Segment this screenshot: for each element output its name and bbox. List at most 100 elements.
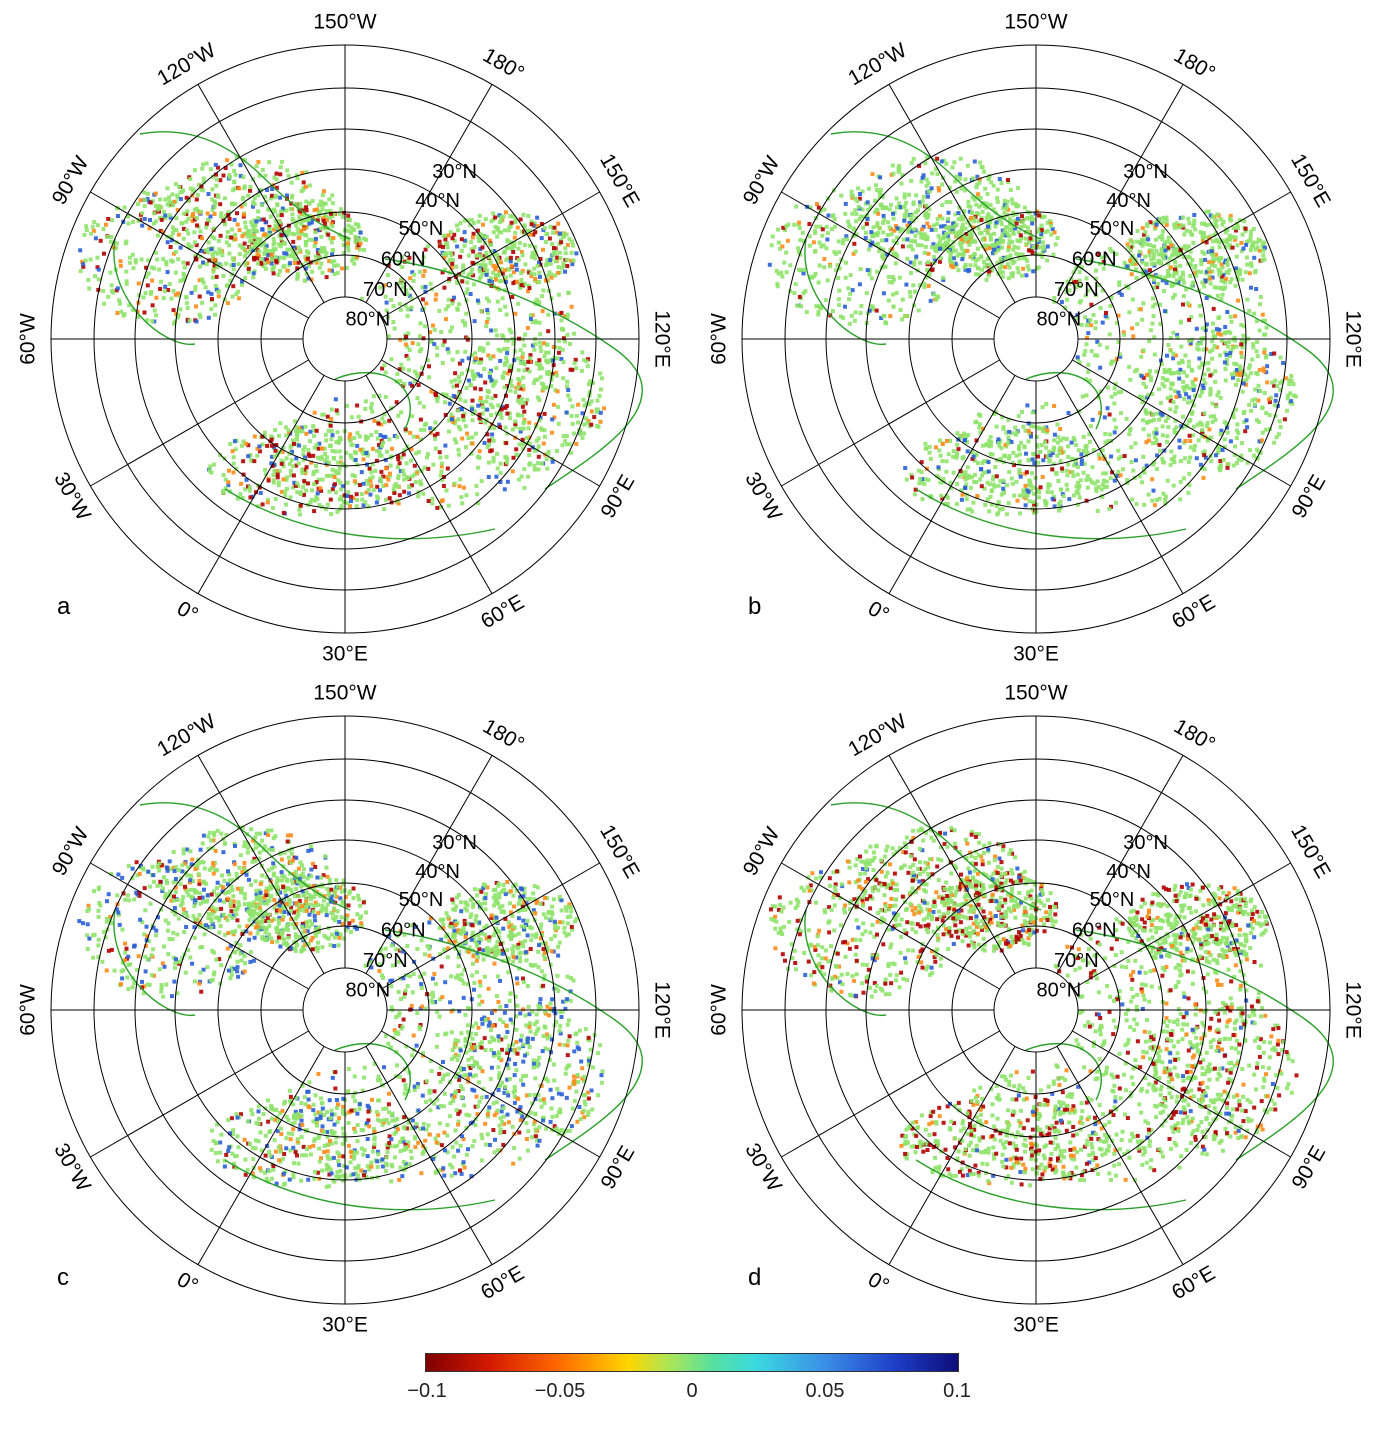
data-cell bbox=[330, 433, 335, 438]
data-cell bbox=[1135, 229, 1140, 233]
data-cell bbox=[578, 431, 583, 436]
data-cell bbox=[203, 285, 208, 290]
data-cell bbox=[306, 481, 310, 486]
data-cell bbox=[894, 196, 899, 201]
data-cell bbox=[1225, 422, 1230, 427]
data-cell bbox=[186, 231, 191, 236]
data-cell bbox=[441, 484, 446, 488]
data-cell bbox=[124, 239, 129, 244]
data-cell bbox=[532, 347, 537, 352]
data-cell bbox=[428, 281, 433, 286]
data-cell bbox=[537, 340, 542, 345]
data-cell bbox=[457, 272, 462, 277]
data-cell bbox=[449, 253, 454, 258]
data-cell bbox=[1187, 221, 1192, 226]
data-cell bbox=[975, 182, 980, 187]
data-cell bbox=[243, 220, 248, 225]
data-cell bbox=[976, 226, 981, 231]
data-cell bbox=[284, 477, 289, 482]
data-cell bbox=[934, 249, 939, 254]
data-cell bbox=[485, 268, 490, 273]
data-cell bbox=[969, 215, 974, 220]
data-cell bbox=[1226, 271, 1231, 275]
data-cell bbox=[1096, 395, 1101, 400]
data-cell bbox=[268, 196, 273, 201]
data-cell bbox=[1251, 342, 1256, 347]
data-cell bbox=[320, 193, 325, 198]
data-cell bbox=[457, 302, 461, 307]
data-cell bbox=[992, 231, 997, 236]
data-cell bbox=[1168, 240, 1173, 245]
data-cell bbox=[594, 410, 599, 414]
data-cell bbox=[301, 187, 306, 192]
data-cell bbox=[877, 195, 882, 199]
longitude-label: 180° bbox=[479, 44, 528, 86]
data-cell bbox=[92, 220, 97, 225]
data-cell bbox=[1163, 309, 1167, 314]
data-cell bbox=[984, 277, 989, 282]
data-cell bbox=[509, 220, 514, 225]
data-cell bbox=[1122, 454, 1127, 458]
data-cell bbox=[920, 199, 925, 204]
data-cell bbox=[155, 233, 160, 238]
data-cell bbox=[434, 292, 439, 297]
data-cell bbox=[359, 470, 364, 475]
data-cell bbox=[205, 211, 210, 216]
data-cell bbox=[518, 426, 523, 431]
data-cell bbox=[260, 227, 265, 232]
data-cell bbox=[975, 494, 980, 498]
data-cell bbox=[156, 206, 161, 211]
data-cell bbox=[536, 461, 540, 466]
data-cell bbox=[1016, 414, 1021, 419]
data-cell bbox=[561, 327, 566, 332]
data-cell bbox=[331, 212, 336, 217]
data-cell bbox=[933, 245, 938, 250]
data-cell bbox=[1233, 444, 1238, 449]
data-cell bbox=[394, 400, 399, 405]
data-cell bbox=[360, 497, 365, 502]
data-cell bbox=[292, 480, 297, 485]
data-cell bbox=[1031, 269, 1036, 274]
data-cell bbox=[303, 424, 308, 429]
data-cell bbox=[825, 231, 830, 236]
data-cell bbox=[297, 443, 301, 448]
data-cell bbox=[479, 262, 484, 267]
data-cell bbox=[385, 449, 390, 454]
data-cell bbox=[1144, 373, 1149, 377]
data-cell bbox=[1148, 220, 1153, 225]
data-cell bbox=[1182, 232, 1187, 237]
data-cell bbox=[141, 295, 146, 300]
data-cell bbox=[491, 270, 496, 275]
data-cell bbox=[1105, 439, 1110, 444]
data-cell bbox=[1082, 352, 1087, 357]
data-cell bbox=[1020, 219, 1025, 224]
data-cell bbox=[1100, 448, 1105, 453]
data-cell bbox=[271, 237, 276, 241]
data-cell bbox=[1228, 218, 1233, 223]
data-cell bbox=[415, 374, 420, 379]
data-cell bbox=[563, 269, 567, 274]
data-cell bbox=[943, 502, 948, 506]
data-cell bbox=[149, 290, 154, 294]
data-cell bbox=[459, 371, 464, 376]
data-cell bbox=[1140, 317, 1145, 322]
data-cell bbox=[491, 354, 496, 359]
data-cell bbox=[296, 231, 301, 235]
data-cell bbox=[1084, 498, 1089, 503]
data-cell bbox=[318, 255, 322, 259]
data-cell bbox=[367, 466, 372, 471]
data-cell bbox=[347, 218, 352, 222]
data-cell bbox=[466, 378, 471, 383]
data-cell bbox=[86, 278, 91, 282]
data-cell bbox=[1270, 380, 1275, 385]
data-cell bbox=[1201, 336, 1206, 341]
data-cell bbox=[262, 251, 267, 256]
data-cell bbox=[311, 470, 316, 475]
data-cell bbox=[494, 225, 499, 230]
data-cell bbox=[522, 224, 527, 229]
data-cell bbox=[271, 242, 276, 247]
data-cell bbox=[1166, 425, 1171, 430]
data-cell bbox=[1000, 506, 1005, 511]
data-cell bbox=[970, 456, 975, 461]
